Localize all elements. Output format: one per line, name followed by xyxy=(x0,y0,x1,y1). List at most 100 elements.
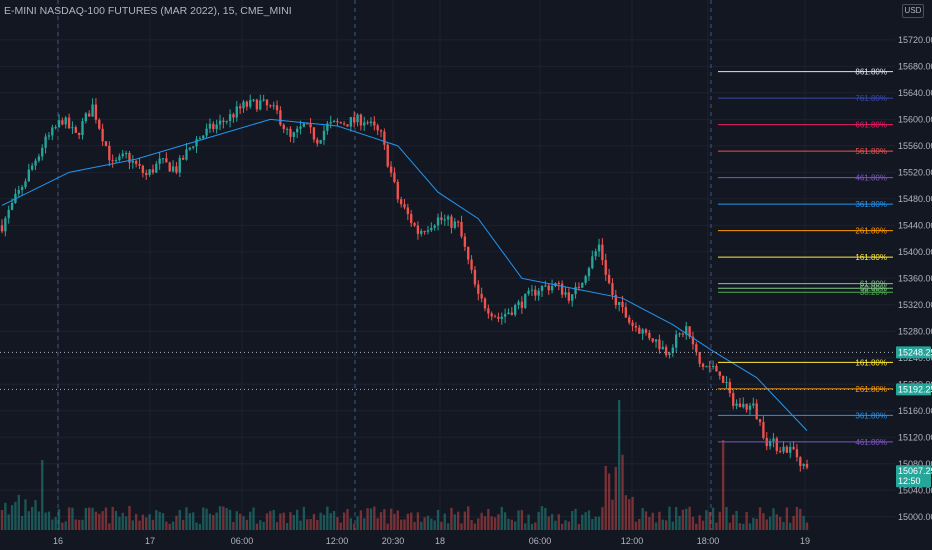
volume-bar xyxy=(698,515,701,530)
volume-bar xyxy=(691,516,695,530)
volume-bar xyxy=(463,511,467,530)
candle-body xyxy=(37,156,41,161)
price-tick-label: 15520.00 xyxy=(898,167,932,177)
volume-bar xyxy=(557,514,560,530)
candle-body xyxy=(108,145,111,161)
volume-bar xyxy=(436,509,440,530)
moving-average-line xyxy=(1,118,808,431)
time-axis[interactable]: 16 17 06:00 12:00 20:30 18 06:00 12:00 18:00 19 xyxy=(0,530,932,550)
volume-bar xyxy=(728,522,732,530)
candle-body xyxy=(228,114,232,122)
volume-bar xyxy=(47,511,51,530)
candle-body xyxy=(383,131,386,145)
volume-bar xyxy=(785,507,789,530)
volume-bar xyxy=(336,517,339,530)
volume-bar xyxy=(192,512,195,530)
candle-body xyxy=(34,160,37,166)
candle-body xyxy=(446,216,450,220)
volume-bar xyxy=(346,508,349,530)
candle-body xyxy=(94,104,98,120)
candle-body xyxy=(567,292,571,301)
candle-body xyxy=(61,120,64,125)
candle-body xyxy=(295,128,299,133)
volume-bar xyxy=(732,514,735,530)
candle-body xyxy=(550,286,554,291)
candle-body xyxy=(664,346,668,356)
currency-badge[interactable]: USD xyxy=(902,4,924,18)
volume-bar xyxy=(628,499,631,530)
candle-body xyxy=(285,128,289,130)
price-axis[interactable]: 15000.00 15040.00 15080.00 15120.00 15160.00… xyxy=(895,0,932,550)
candle-body xyxy=(721,375,725,383)
volume-bar xyxy=(64,521,67,530)
volume-bar xyxy=(101,511,104,530)
volume-bar xyxy=(386,523,389,530)
volume-bar xyxy=(420,521,423,530)
volume-bar xyxy=(544,507,547,530)
volume-bar xyxy=(611,499,614,530)
candle-body xyxy=(487,308,490,314)
last-price-text: 15067.25 xyxy=(898,466,932,476)
candle-body xyxy=(376,125,379,131)
candle-body xyxy=(155,163,158,173)
candle-body xyxy=(675,334,678,348)
grid xyxy=(0,0,895,530)
volume-bar xyxy=(218,506,222,530)
fibonacci-extension[interactable]: 861.80% 761.80% 661.80% 561.80% 461.80% 361.8… xyxy=(718,68,893,447)
candle-body xyxy=(312,127,316,140)
fib-level-label: 361.80% xyxy=(855,411,887,420)
volume-bar xyxy=(222,506,225,530)
candle-body xyxy=(587,268,591,277)
volume-bar xyxy=(631,496,634,530)
candle-body xyxy=(319,140,322,144)
volume-bar xyxy=(124,516,128,530)
volume-bar xyxy=(319,512,322,530)
candle-body xyxy=(772,438,775,441)
candle-body xyxy=(44,136,47,148)
volume-bar xyxy=(285,523,289,530)
symbol-title[interactable]: E-MINI NASDAQ-100 FUTURES (MAR 2022), 15… xyxy=(4,5,292,17)
price-axis-background xyxy=(895,0,932,550)
volume-bar xyxy=(138,520,141,530)
volume-bar xyxy=(178,510,181,530)
price-tick-label: 15120.00 xyxy=(898,432,932,442)
price-tick-label: 15000.00 xyxy=(898,512,932,522)
volume-bar xyxy=(306,519,309,530)
candle-body xyxy=(762,422,765,439)
candle-body xyxy=(373,121,376,126)
candle-body xyxy=(161,158,165,160)
volume-bar xyxy=(772,508,775,530)
candle-body xyxy=(426,230,430,232)
candle-body xyxy=(617,301,621,306)
candle-body xyxy=(104,141,108,146)
candle-body xyxy=(594,251,597,257)
candle-body xyxy=(165,158,168,163)
volume-bar xyxy=(208,513,212,530)
horizontal-line-price-tag xyxy=(896,346,931,359)
candle-body xyxy=(490,313,493,317)
volume-bar xyxy=(477,518,480,530)
candle-body xyxy=(654,339,658,342)
volume-bar xyxy=(762,513,765,530)
fib-level-label: 161.80% xyxy=(855,358,887,367)
volume-bar xyxy=(534,522,537,530)
candle-body xyxy=(98,119,101,129)
volume-bar xyxy=(681,509,685,530)
volume-bar xyxy=(269,511,272,530)
volume-bar xyxy=(131,520,134,530)
volume-bar xyxy=(705,510,708,530)
volume-bar xyxy=(262,521,265,530)
price-tick-label: 15680.00 xyxy=(898,61,932,71)
candle-body xyxy=(728,382,732,394)
candle-body xyxy=(695,344,698,353)
candle-body xyxy=(279,110,282,125)
volume-bar xyxy=(88,507,91,530)
time-axis-background xyxy=(0,530,932,550)
time-tick-label: 17 xyxy=(145,536,155,546)
volume-bar xyxy=(594,516,597,530)
volume-bar xyxy=(597,516,601,530)
candle-body xyxy=(778,450,782,452)
volume-bar xyxy=(145,517,148,530)
volume-bar xyxy=(316,519,319,530)
